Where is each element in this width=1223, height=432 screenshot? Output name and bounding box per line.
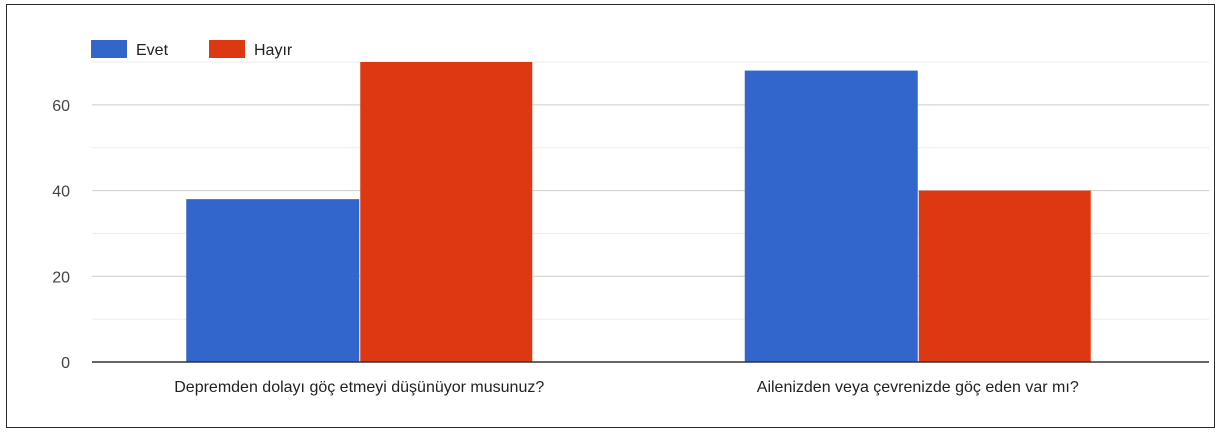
legend-swatch-evet xyxy=(91,40,127,58)
legend: Evet Hayır xyxy=(91,40,293,59)
bars xyxy=(186,62,1091,363)
x-axis-category-labels: Depremden dolayı göç etmeyi düşünüyor mu… xyxy=(174,379,1079,396)
legend-label-evet: Evet xyxy=(136,42,169,59)
legend-label-hayir: Hayır xyxy=(254,42,293,59)
bar-evet-1 xyxy=(186,199,360,362)
y-tick-label: 0 xyxy=(61,355,70,372)
y-tick-label: 40 xyxy=(52,184,70,201)
y-axis-ticks: 0 20 40 60 xyxy=(52,98,70,372)
y-tick-label: 20 xyxy=(52,269,70,286)
y-tick-label: 60 xyxy=(52,98,70,115)
bar-evet-2 xyxy=(744,70,918,363)
x-category-label: Ailenizden veya çevrenizde göç eden var … xyxy=(757,379,1079,396)
bar-hayir-1 xyxy=(360,62,533,362)
bar-hayir-2 xyxy=(918,190,1091,362)
legend-swatch-hayir xyxy=(209,40,245,58)
x-category-label: Depremden dolayı göç etmeyi düşünüyor mu… xyxy=(174,379,544,396)
